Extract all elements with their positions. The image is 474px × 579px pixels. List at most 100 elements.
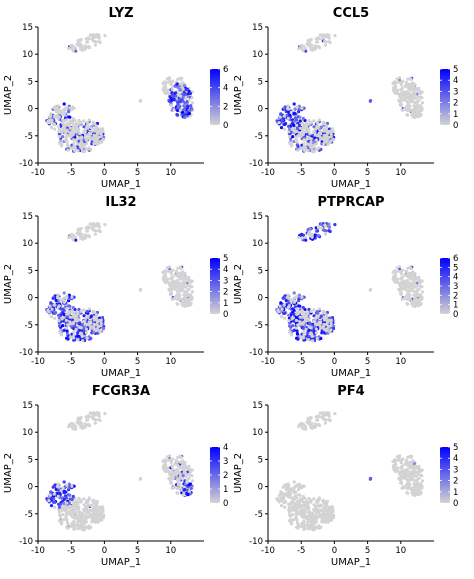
x-tick-label: 5 <box>365 357 370 367</box>
cell-point <box>84 424 88 428</box>
y-tick-label: -10 <box>249 159 263 169</box>
y-tick-label: -5 <box>255 321 263 331</box>
cell-point <box>305 499 309 503</box>
cell-point <box>298 131 302 135</box>
cell-point <box>312 125 316 129</box>
cell-point <box>406 108 410 113</box>
cell-point <box>64 137 68 141</box>
cell-point <box>282 497 286 501</box>
cell-point <box>186 105 190 109</box>
cell-point <box>412 296 416 300</box>
cell-point <box>368 288 372 292</box>
cell-point <box>82 125 86 129</box>
cell-point <box>316 36 320 40</box>
color-bar-label: 2 <box>223 102 228 112</box>
cell-point <box>182 301 186 306</box>
cell-point <box>402 475 406 480</box>
cell-point <box>178 293 182 297</box>
cell-point <box>97 418 101 422</box>
cell-point <box>75 124 79 128</box>
cell-point <box>189 104 193 108</box>
cell-point <box>303 424 308 428</box>
cell-point <box>312 503 316 507</box>
cell-point <box>176 297 180 302</box>
cell-point <box>406 96 410 100</box>
cell-point <box>284 109 288 113</box>
cell-point <box>281 500 285 504</box>
cell-point <box>49 504 54 508</box>
cell-point <box>403 97 407 101</box>
cell-point <box>92 129 96 133</box>
cell-point <box>323 39 327 44</box>
cell-point <box>411 276 415 280</box>
cell-point <box>282 122 287 127</box>
cell-point <box>66 526 70 530</box>
cell-point <box>183 115 187 119</box>
feature-panel-pf4: PF4-10 -5 0 5 10-10-5051015UMAP_1UMAP_201234… <box>233 384 458 568</box>
cell-point <box>300 421 304 425</box>
color-bar-label: 3 <box>453 87 458 97</box>
cell-point <box>406 463 410 467</box>
cell-point <box>417 98 421 102</box>
cell-point <box>172 475 176 480</box>
cell-point <box>78 423 82 427</box>
cell-point <box>402 297 406 301</box>
cell-point <box>327 418 331 422</box>
cell-point <box>408 482 412 486</box>
y-axis-title: UMAP_2 <box>3 264 14 304</box>
cell-point <box>61 316 65 320</box>
cell-point <box>83 233 87 237</box>
cell-point <box>82 319 86 323</box>
cell-point <box>308 499 312 503</box>
cell-point <box>67 46 71 51</box>
cell-point <box>290 508 294 512</box>
cell-point <box>85 40 89 44</box>
cell-point <box>161 270 165 274</box>
cell-point <box>295 483 299 487</box>
cell-point <box>411 288 415 292</box>
cell-point <box>59 522 64 526</box>
cell-point <box>187 98 191 102</box>
cell-point <box>399 460 403 465</box>
cell-point <box>407 100 411 104</box>
cell-point <box>322 141 326 146</box>
cell-point <box>327 414 331 418</box>
cell-point <box>95 124 99 128</box>
cell-point <box>190 479 195 483</box>
cell-point <box>327 229 331 233</box>
cell-point <box>324 518 328 522</box>
cell-point <box>303 504 307 508</box>
color-bar-label: 2 <box>453 477 458 487</box>
cell-point <box>62 312 66 316</box>
cell-point <box>327 40 331 44</box>
cell-point <box>89 131 93 135</box>
cell-point <box>400 276 404 280</box>
cell-point <box>289 299 293 304</box>
cell-point <box>408 472 412 476</box>
cell-point <box>310 523 314 528</box>
cell-point <box>403 462 407 466</box>
color-bar <box>210 258 220 314</box>
cell-point <box>288 330 292 334</box>
cell-point <box>327 513 331 518</box>
cell-point <box>321 498 325 502</box>
cell-point <box>82 503 86 507</box>
cell-point <box>181 99 185 103</box>
cell-point <box>62 300 66 304</box>
cell-point <box>408 293 412 297</box>
cell-point <box>319 131 323 135</box>
color-bar-label: 0 <box>453 499 458 509</box>
cell-point <box>394 270 398 274</box>
cell-point <box>94 413 98 417</box>
cell-point <box>299 524 303 528</box>
cell-point <box>86 422 90 427</box>
cell-point <box>74 427 78 431</box>
cell-point <box>321 326 325 330</box>
cell-point <box>315 336 319 340</box>
cell-point <box>57 124 61 128</box>
cell-point <box>72 144 76 148</box>
cell-point <box>82 308 86 312</box>
cell-point <box>333 34 337 38</box>
cell-point <box>99 318 103 322</box>
cell-point <box>333 412 337 416</box>
